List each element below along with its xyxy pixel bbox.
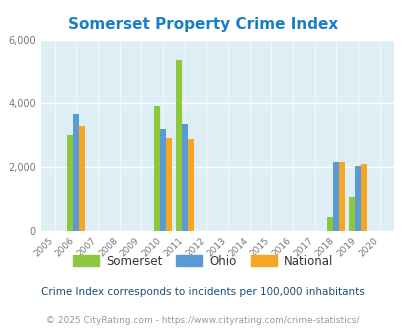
Legend: Somerset, Ohio, National: Somerset, Ohio, National xyxy=(68,250,337,273)
Bar xyxy=(79,126,85,231)
Bar xyxy=(181,124,187,231)
Bar xyxy=(326,216,333,231)
Bar xyxy=(348,197,354,231)
Bar xyxy=(166,139,172,231)
Bar xyxy=(175,60,181,231)
Bar xyxy=(153,106,160,231)
Text: Somerset Property Crime Index: Somerset Property Crime Index xyxy=(68,17,337,32)
Bar xyxy=(73,114,79,231)
Bar xyxy=(160,129,166,231)
Bar xyxy=(333,162,339,231)
Bar xyxy=(187,140,193,231)
Bar xyxy=(67,135,73,231)
Text: © 2025 CityRating.com - https://www.cityrating.com/crime-statistics/: © 2025 CityRating.com - https://www.city… xyxy=(46,316,359,325)
Bar xyxy=(360,164,366,231)
Text: Crime Index corresponds to incidents per 100,000 inhabitants: Crime Index corresponds to incidents per… xyxy=(41,287,364,297)
Bar xyxy=(339,162,345,231)
Bar xyxy=(354,166,360,231)
